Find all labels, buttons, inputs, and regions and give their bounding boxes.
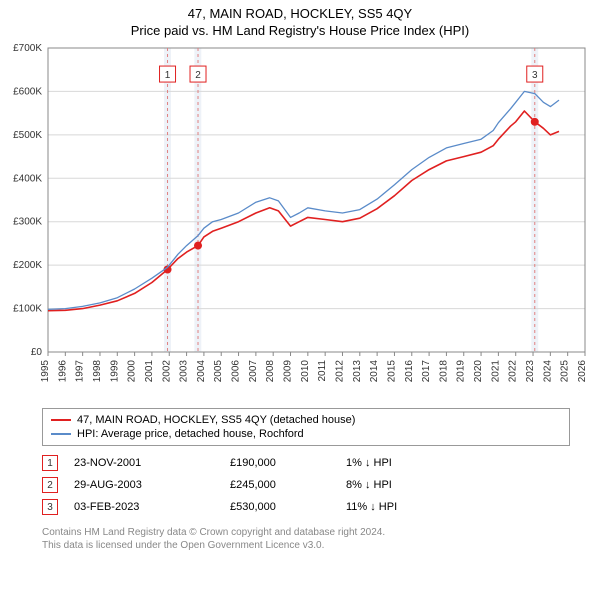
svg-text:2026: 2026 bbox=[577, 360, 588, 383]
svg-text:1997: 1997 bbox=[75, 360, 86, 383]
svg-text:2021: 2021 bbox=[490, 360, 501, 383]
title-line1: 47, MAIN ROAD, HOCKLEY, SS5 4QY bbox=[0, 6, 600, 21]
marker-date: 03-FEB-2023 bbox=[74, 501, 214, 513]
svg-text:2018: 2018 bbox=[438, 360, 449, 383]
svg-text:2003: 2003 bbox=[179, 360, 190, 383]
svg-text:£400K: £400K bbox=[13, 173, 42, 184]
chart-area: £0 £100K £200K £300K £400K £500K £600K £700K 199… bbox=[0, 42, 600, 402]
svg-text:1995: 1995 bbox=[40, 360, 51, 383]
svg-text:£700K: £700K bbox=[13, 43, 42, 54]
legend-label: HPI: Average price, detached house, Roch… bbox=[77, 428, 304, 440]
svg-text:2014: 2014 bbox=[369, 360, 380, 383]
footer-attribution: Contains HM Land Registry data © Crown c… bbox=[42, 526, 570, 552]
svg-text:2008: 2008 bbox=[265, 360, 276, 383]
legend-item: 47, MAIN ROAD, HOCKLEY, SS5 4QY (detache… bbox=[51, 413, 561, 427]
legend-swatch bbox=[51, 433, 71, 435]
marker-row: 3 03-FEB-2023 £530,000 11% ↓ HPI bbox=[42, 496, 570, 518]
svg-text:2013: 2013 bbox=[352, 360, 363, 383]
svg-text:2024: 2024 bbox=[542, 360, 553, 383]
svg-text:£0: £0 bbox=[31, 347, 43, 358]
marker-price: £190,000 bbox=[230, 457, 330, 469]
svg-text:2022: 2022 bbox=[508, 360, 519, 383]
svg-text:2004: 2004 bbox=[196, 360, 207, 383]
chart-container: 47, MAIN ROAD, HOCKLEY, SS5 4QY Price pa… bbox=[0, 0, 600, 552]
svg-text:2012: 2012 bbox=[334, 360, 345, 383]
footer-line1: Contains HM Land Registry data © Crown c… bbox=[42, 526, 570, 539]
legend-item: HPI: Average price, detached house, Roch… bbox=[51, 427, 561, 441]
svg-text:2007: 2007 bbox=[248, 360, 259, 383]
svg-text:£500K: £500K bbox=[13, 130, 42, 141]
svg-text:2016: 2016 bbox=[404, 360, 415, 383]
svg-text:£200K: £200K bbox=[13, 260, 42, 271]
svg-text:2010: 2010 bbox=[300, 360, 311, 383]
marker-row: 2 29-AUG-2003 £245,000 8% ↓ HPI bbox=[42, 474, 570, 496]
marker-date: 23-NOV-2001 bbox=[74, 457, 214, 469]
svg-text:2025: 2025 bbox=[560, 360, 571, 383]
svg-text:2023: 2023 bbox=[525, 360, 536, 383]
svg-text:2019: 2019 bbox=[456, 360, 467, 383]
svg-text:1998: 1998 bbox=[92, 360, 103, 383]
svg-text:2005: 2005 bbox=[213, 360, 224, 383]
line-chart-svg: £0 £100K £200K £300K £400K £500K £600K £700K 199… bbox=[0, 42, 600, 402]
footer-line2: This data is licensed under the Open Gov… bbox=[42, 539, 570, 552]
svg-text:2020: 2020 bbox=[473, 360, 484, 383]
svg-text:1996: 1996 bbox=[57, 360, 68, 383]
legend: 47, MAIN ROAD, HOCKLEY, SS5 4QY (detache… bbox=[42, 408, 570, 446]
svg-text:1999: 1999 bbox=[109, 360, 120, 383]
marker-badge: 3 bbox=[42, 499, 58, 515]
svg-text:2001: 2001 bbox=[144, 360, 155, 383]
marker-date: 29-AUG-2003 bbox=[74, 479, 214, 491]
marker-delta: 11% ↓ HPI bbox=[346, 501, 456, 513]
svg-text:2006: 2006 bbox=[231, 360, 242, 383]
svg-text:2017: 2017 bbox=[421, 360, 432, 383]
marker-badge: 2 bbox=[42, 477, 58, 493]
svg-text:£100K: £100K bbox=[13, 304, 42, 315]
svg-text:1: 1 bbox=[165, 70, 171, 81]
svg-text:2015: 2015 bbox=[386, 360, 397, 383]
legend-swatch bbox=[51, 419, 71, 421]
marker-badge: 1 bbox=[42, 455, 58, 471]
svg-text:2002: 2002 bbox=[161, 360, 172, 383]
svg-text:3: 3 bbox=[532, 70, 538, 81]
legend-label: 47, MAIN ROAD, HOCKLEY, SS5 4QY (detache… bbox=[77, 414, 355, 426]
title-block: 47, MAIN ROAD, HOCKLEY, SS5 4QY Price pa… bbox=[0, 0, 600, 42]
marker-price: £530,000 bbox=[230, 501, 330, 513]
svg-text:2: 2 bbox=[195, 70, 201, 81]
marker-price: £245,000 bbox=[230, 479, 330, 491]
marker-row: 1 23-NOV-2001 £190,000 1% ↓ HPI bbox=[42, 452, 570, 474]
svg-text:2000: 2000 bbox=[127, 360, 138, 383]
title-line2: Price paid vs. HM Land Registry's House … bbox=[0, 23, 600, 38]
svg-text:£600K: £600K bbox=[13, 86, 42, 97]
sale-markers-table: 1 23-NOV-2001 £190,000 1% ↓ HPI 2 29-AUG-2003… bbox=[42, 452, 570, 518]
svg-text:£300K: £300K bbox=[13, 217, 42, 228]
marker-delta: 1% ↓ HPI bbox=[346, 457, 456, 469]
svg-text:2011: 2011 bbox=[317, 360, 328, 382]
marker-delta: 8% ↓ HPI bbox=[346, 479, 456, 491]
svg-text:2009: 2009 bbox=[283, 360, 294, 383]
